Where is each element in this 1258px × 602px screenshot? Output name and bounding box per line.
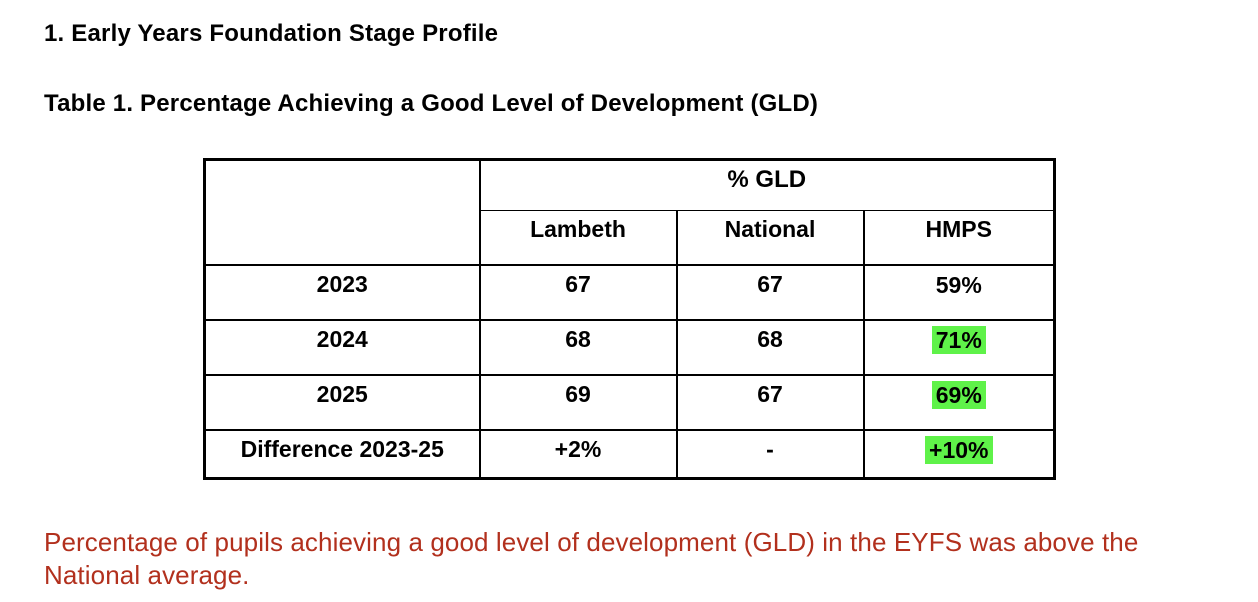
row-label: 2025 (203, 373, 481, 431)
cell-national: - (675, 428, 865, 480)
group-header: % GLD (478, 158, 1056, 211)
hmps-value: 59% (935, 271, 982, 298)
table-row: 2023 67 67 59% (203, 263, 1056, 321)
table-column-header-row: Lambeth National HMPS (205, 210, 1056, 266)
corner-cell (203, 158, 481, 266)
summary-note: Percentage of pupils achieving a good le… (44, 527, 1139, 590)
row-label: 2023 (203, 263, 481, 321)
section-heading: 1. Early Years Foundation Stage Profile (44, 20, 499, 47)
hmps-value: +10% (925, 435, 993, 464)
cell-hmps: +10% (862, 428, 1056, 480)
hmps-value: 71% (931, 325, 986, 354)
gld-table: % GLD Lambeth National HMPS 2023 67 67 5… (203, 158, 1057, 480)
table-row: 2025 69 67 69% (203, 373, 1056, 431)
column-header-lambeth: Lambeth (478, 210, 678, 266)
cell-national: 67 (675, 373, 865, 431)
cell-hmps: 69% (862, 373, 1056, 431)
cell-national: 68 (675, 318, 865, 376)
cell-lambeth: 67 (478, 263, 678, 321)
cell-lambeth: 68 (478, 318, 678, 376)
cell-hmps: 59% (862, 263, 1056, 321)
cell-national: 67 (675, 263, 865, 321)
cell-lambeth: 69 (478, 373, 678, 431)
row-label: 2024 (203, 318, 481, 376)
table-group-header-row: % GLD (203, 158, 1056, 266)
hmps-value: 69% (931, 380, 986, 409)
cell-lambeth: +2% (478, 428, 678, 480)
table-row: Difference 2023-25 +2% - +10% (203, 428, 1056, 480)
table-row: 2024 68 68 71% (203, 318, 1056, 376)
column-header-hmps: HMPS (862, 210, 1056, 266)
row-label: Difference 2023-25 (203, 428, 481, 480)
column-header-national: National (675, 210, 865, 266)
table-title: Table 1. Percentage Achieving a Good Lev… (44, 90, 819, 117)
cell-hmps: 71% (862, 318, 1056, 376)
